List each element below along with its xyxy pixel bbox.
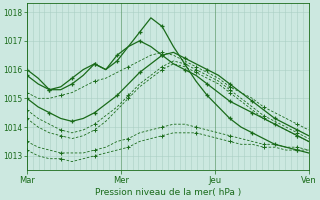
X-axis label: Pression niveau de la mer( hPa ): Pression niveau de la mer( hPa )	[95, 188, 241, 197]
